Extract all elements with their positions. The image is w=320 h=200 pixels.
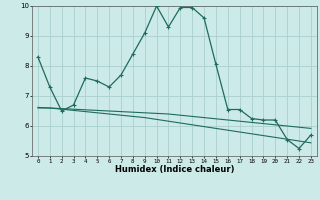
X-axis label: Humidex (Indice chaleur): Humidex (Indice chaleur) [115,165,234,174]
